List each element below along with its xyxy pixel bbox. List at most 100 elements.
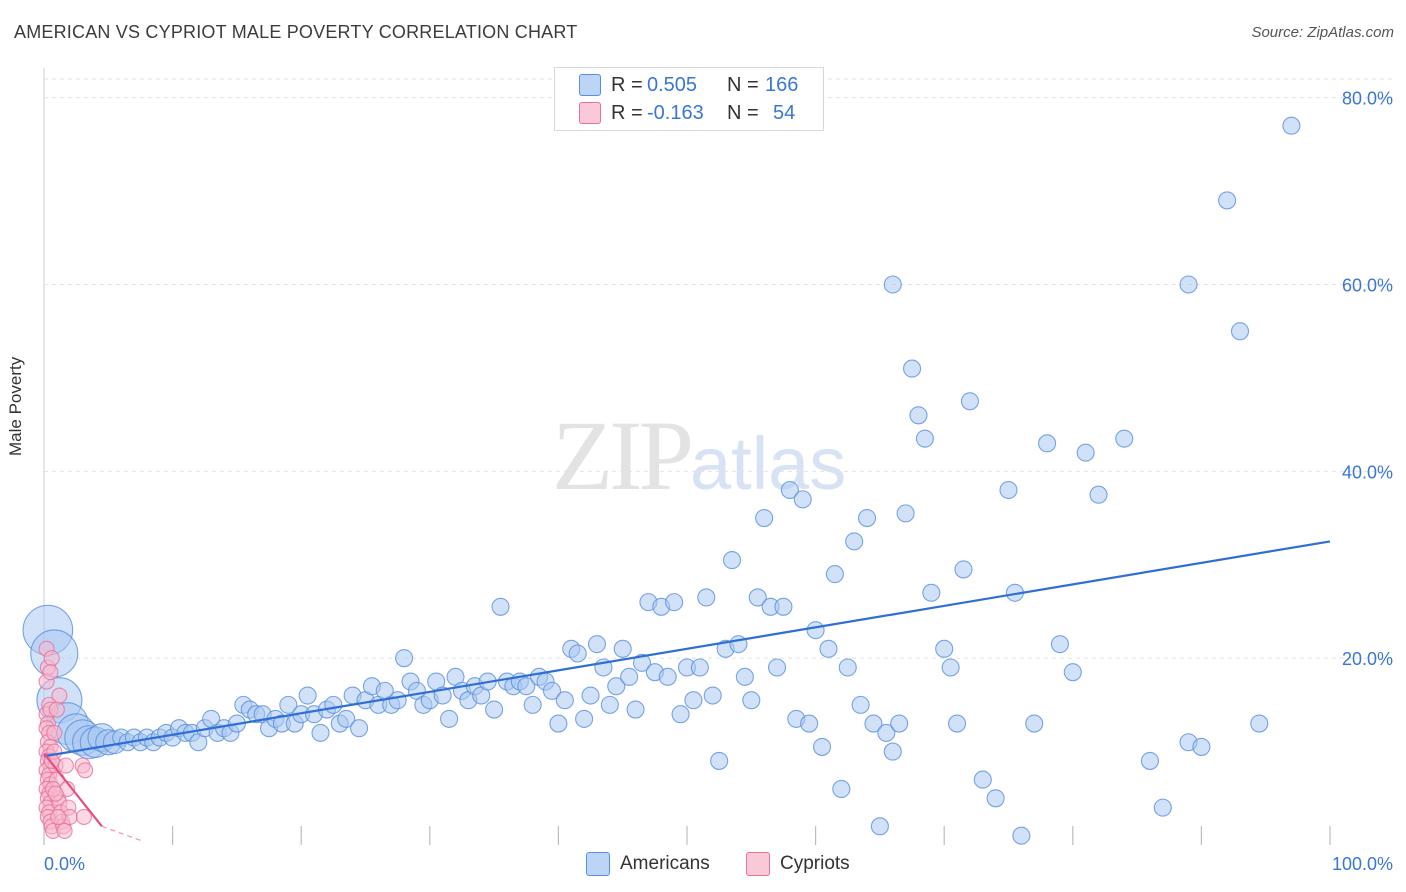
american-point	[311, 723, 330, 742]
american-point	[902, 359, 922, 378]
cypriot-point	[75, 808, 92, 826]
legend-item-cypriots[interactable]: Cypriots	[746, 852, 850, 876]
american-point	[350, 719, 369, 738]
chart-title: AMERICAN VS CYPRIOT MALE POVERTY CORRELA…	[14, 22, 578, 42]
american-point	[767, 658, 787, 677]
american-point	[298, 686, 317, 705]
stats-legend: R = 0.505 N = 166 R = -0.163 N = 54	[554, 67, 824, 131]
american-point	[755, 508, 774, 528]
american-point	[581, 686, 600, 705]
american-point	[973, 770, 992, 789]
american-point	[1025, 714, 1044, 733]
american-point	[690, 658, 709, 677]
americans-legend-swatch	[586, 852, 610, 876]
american-point	[877, 723, 896, 742]
y-tick-label: 60.0%	[1342, 276, 1393, 296]
american-point	[440, 709, 459, 728]
american-point	[838, 658, 857, 677]
american-point	[1076, 443, 1095, 462]
y-tick-label: 40.0%	[1342, 462, 1393, 482]
american-point	[948, 714, 967, 733]
american-point	[864, 714, 883, 733]
american-point	[1179, 275, 1198, 294]
legend-row-americans: R = 0.505 N = 166	[555, 72, 823, 98]
american-point	[883, 742, 902, 761]
american-point	[825, 565, 844, 584]
cypriot-point	[56, 822, 73, 840]
cypriots-swatch	[579, 102, 601, 124]
americans-swatch	[579, 74, 601, 96]
american-point	[568, 644, 587, 663]
american-point	[896, 504, 915, 523]
american-point	[485, 700, 504, 719]
american-point	[870, 817, 889, 836]
cypriots-n-label: N =	[727, 101, 759, 124]
american-point	[517, 677, 536, 696]
x-tick-label: 100.0%	[1332, 854, 1393, 874]
american-point	[658, 667, 677, 686]
american-point	[909, 406, 928, 425]
american-point	[1063, 663, 1082, 682]
american-point	[819, 639, 838, 658]
american-point	[587, 635, 607, 654]
american-point	[722, 551, 742, 570]
american-point	[710, 751, 729, 770]
americans-n-value: 166	[765, 73, 799, 96]
americans-trend-line	[43, 540, 1331, 758]
american-point	[684, 691, 703, 710]
cypriot-point	[43, 650, 60, 667]
cypriots-r-value: -0.163	[647, 101, 704, 124]
cypriot-point	[46, 724, 63, 741]
american-point	[774, 597, 793, 616]
american-point	[812, 737, 832, 756]
american-point	[665, 593, 684, 612]
cypriot-point	[48, 701, 65, 718]
american-point	[1282, 116, 1301, 135]
american-point	[851, 695, 870, 714]
american-point	[954, 560, 973, 579]
american-point	[793, 490, 812, 509]
american-point	[671, 705, 690, 724]
american-point	[613, 639, 632, 658]
zipatlas-watermark: ZIPatlas	[552, 398, 846, 513]
american-point	[491, 597, 510, 616]
legend-row-cypriots: R = -0.163 N = 54	[555, 100, 823, 126]
american-point	[986, 789, 1005, 808]
americans-legend-label: Americans	[620, 853, 710, 874]
american-point	[626, 700, 645, 719]
american-point	[999, 480, 1018, 500]
american-point	[337, 709, 356, 728]
american-point	[607, 677, 626, 696]
american-point	[632, 653, 652, 672]
american-point	[1038, 434, 1057, 453]
american-point	[935, 639, 954, 658]
cypriot-point	[77, 762, 94, 779]
american-point	[1230, 322, 1250, 341]
american-point	[279, 695, 298, 714]
cypriots-n-value: 54	[773, 101, 796, 124]
watermark-zip: ZIP	[552, 400, 694, 511]
american-point	[1218, 191, 1237, 210]
american-point	[555, 691, 574, 710]
cypriots-legend-label: Cypriots	[780, 853, 850, 874]
american-point	[1192, 737, 1211, 756]
american-point	[600, 695, 619, 714]
y-tick-label: 20.0%	[1342, 649, 1393, 669]
american-point	[549, 714, 568, 733]
source-credit: Source: ZipAtlas.com	[1251, 24, 1394, 41]
american-point	[620, 667, 639, 686]
cypriot-point	[50, 808, 67, 826]
american-point	[883, 275, 902, 294]
y-tick-label: 80.0%	[1342, 89, 1393, 109]
x-tick-label: 0.0%	[44, 854, 85, 874]
american-point	[845, 532, 864, 551]
cypriots-legend-swatch	[746, 852, 770, 876]
americans-r-value: 0.505	[647, 73, 698, 96]
american-point	[800, 714, 819, 733]
y-axis-label: Male Poverty	[6, 356, 25, 456]
cypriot-point	[51, 687, 68, 704]
americans-r-label: R =	[611, 73, 643, 96]
legend-item-americans[interactable]: Americans	[586, 852, 710, 876]
american-point	[1012, 826, 1031, 845]
american-point	[890, 714, 909, 733]
